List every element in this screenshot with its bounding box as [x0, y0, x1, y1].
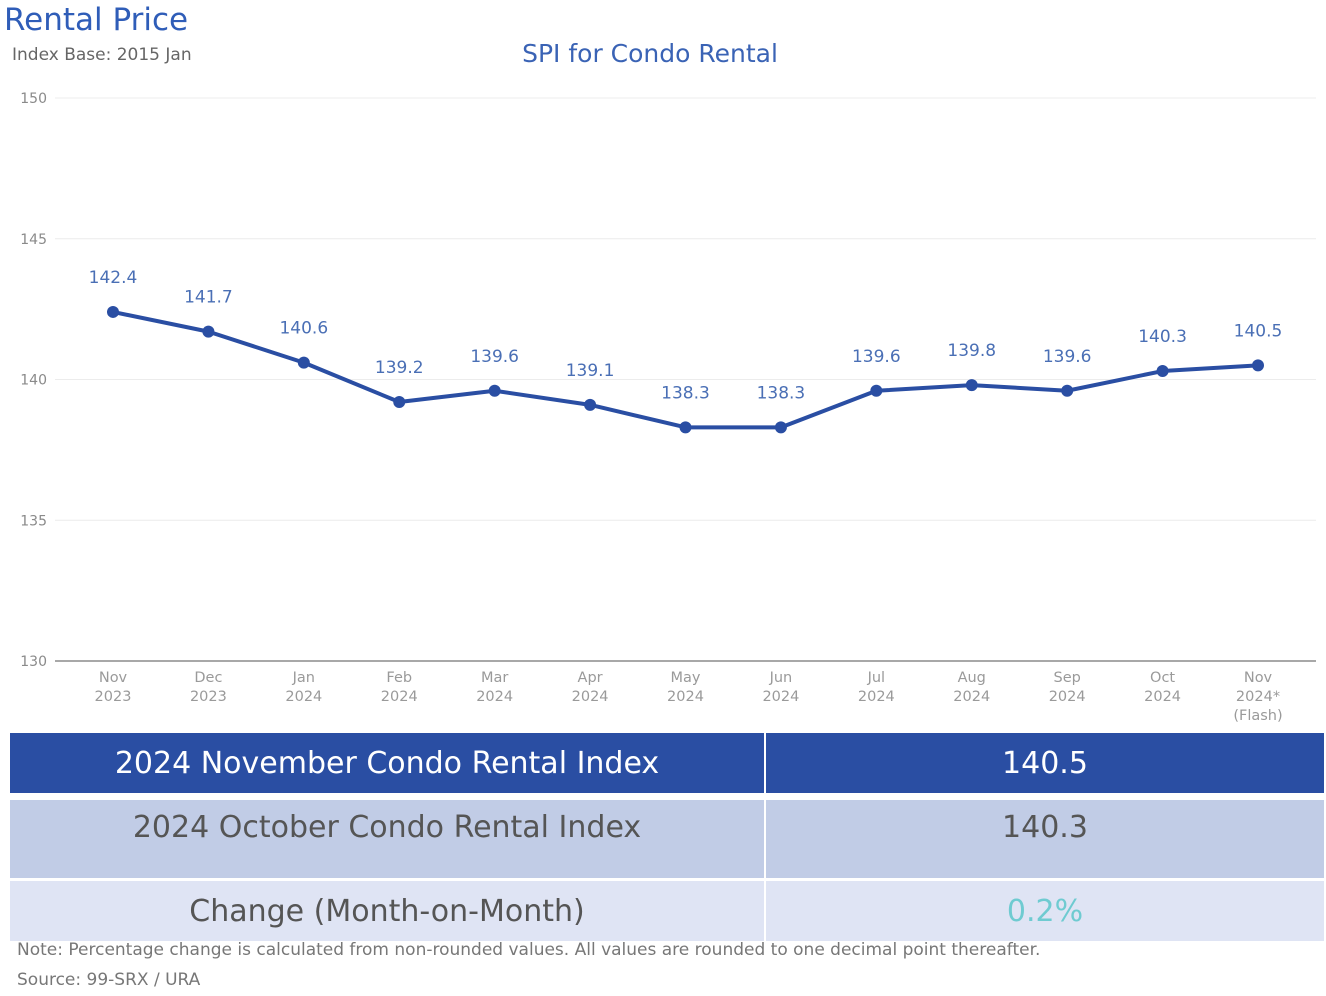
data-label: 139.2 — [375, 358, 424, 378]
summary-label-previous: 2024 October Condo Rental Index — [10, 800, 764, 878]
x-tick-label: 2024 — [285, 689, 322, 705]
data-point — [1156, 365, 1169, 378]
x-tick-label: 2024* — [1236, 689, 1280, 705]
x-tick-label: 2024 — [572, 689, 609, 705]
x-tick-label: 2024 — [1144, 689, 1181, 705]
x-tick-label: 2024 — [476, 689, 513, 705]
x-tick-label: Sep — [1053, 670, 1080, 686]
x-tick-label: Nov — [99, 670, 128, 686]
y-tick-label: 130 — [20, 654, 47, 670]
data-point — [965, 379, 978, 392]
summary-row-change: Change (Month-on-Month) 0.2% — [10, 881, 1324, 941]
data-point — [107, 305, 119, 318]
chart-title: SPI for Condo Rental — [0, 39, 1300, 68]
x-tick-label: Dec — [194, 670, 222, 686]
y-tick-label: 145 — [20, 232, 47, 248]
x-tick-label: Nov — [1244, 670, 1273, 686]
x-tick-label: Jun — [769, 670, 793, 686]
chart-title-text: SPI for Condo Rental — [522, 39, 778, 68]
x-tick-label: 2024 — [953, 689, 990, 705]
data-label: 138.3 — [757, 383, 806, 403]
data-point — [393, 396, 406, 409]
x-tick-label: Apr — [578, 670, 603, 686]
summary-label-current: 2024 November Condo Rental Index — [10, 733, 764, 793]
x-tick-label: Feb — [386, 670, 412, 686]
summary-value-previous: 140.3 — [766, 800, 1324, 878]
data-label: 140.6 — [279, 319, 328, 339]
summary-row-previous: 2024 October Condo Rental Index 140.3 — [10, 800, 1324, 878]
x-tick-label: 2024 — [858, 689, 895, 705]
index-base-label: Index Base: 2015 Jan — [12, 45, 192, 65]
summary-value-current: 140.5 — [766, 733, 1324, 793]
x-tick-label: Jan — [292, 670, 315, 686]
source-note: Source: 99-SRX / URA — [17, 970, 201, 990]
footnote: Note: Percentage change is calculated fr… — [17, 940, 1041, 960]
data-point — [297, 356, 310, 369]
data-point — [679, 421, 692, 434]
data-point — [584, 398, 597, 411]
x-tick-label: 2024 — [1049, 689, 1086, 705]
data-label: 140.3 — [1138, 327, 1187, 347]
x-tick-label: 2023 — [190, 689, 227, 705]
data-point — [1252, 359, 1264, 372]
x-tick-label: 2024 — [381, 689, 418, 705]
x-tick-label: 2024 — [762, 689, 799, 705]
data-label: 139.6 — [470, 347, 519, 367]
data-label: 140.5 — [1234, 321, 1283, 341]
summary-row-current: 2024 November Condo Rental Index 140.5 — [10, 733, 1324, 793]
x-tick-label: May — [671, 670, 701, 686]
data-label: 139.6 — [1043, 347, 1092, 367]
data-point — [774, 421, 787, 434]
data-point — [1061, 384, 1074, 397]
y-tick-label: 140 — [20, 373, 47, 389]
data-point — [202, 325, 215, 338]
data-label: 138.3 — [661, 383, 710, 403]
data-point — [870, 384, 883, 397]
x-tick-label: Aug — [958, 670, 986, 686]
line-chart: 130 135 140 145 150 Nov 2023 Dec 2023 Jan 2024 Feb 2… — [20, 91, 1316, 724]
x-tick-label: (Flash) — [1233, 708, 1282, 724]
summary-label-change: Change (Month-on-Month) — [10, 881, 764, 941]
y-tick-label: 150 — [20, 91, 47, 107]
data-label: 142.4 — [89, 268, 138, 288]
x-tick-label: 2023 — [95, 689, 132, 705]
data-point — [488, 384, 501, 397]
summary-value-change-cell: 0.2% — [766, 881, 1324, 941]
data-label: 141.7 — [184, 288, 233, 308]
data-label: 139.8 — [947, 341, 996, 361]
x-tick-label: Jul — [867, 670, 886, 686]
data-label: 139.6 — [852, 347, 901, 367]
x-tick-label: Oct — [1150, 670, 1175, 686]
page-title: Rental Price — [4, 2, 189, 38]
y-tick-label: 135 — [20, 513, 47, 529]
data-label: 139.1 — [566, 361, 615, 381]
summary-value-change: 0.2% — [1006, 893, 1084, 929]
x-tick-label: 2024 — [667, 689, 704, 705]
x-tick-label: Mar — [481, 670, 508, 686]
